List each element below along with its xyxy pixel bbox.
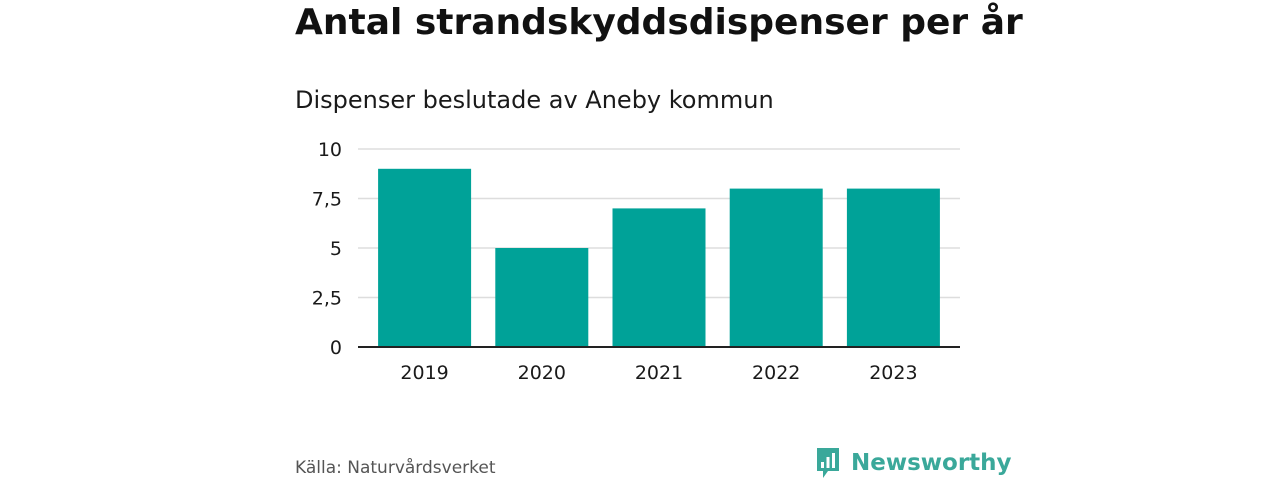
y-tick-label: 5 (330, 238, 342, 260)
bar (612, 208, 706, 347)
y-tick-label: 10 (318, 139, 342, 161)
bar (846, 188, 940, 347)
x-tick-label: 2022 (752, 362, 800, 384)
source-note: Källa: Naturvårdsverket (295, 458, 496, 478)
bar (495, 248, 589, 347)
bar (729, 188, 823, 347)
y-tick-label: 0 (330, 337, 342, 359)
chart-subtitle: Dispenser beslutade av Aneby kommun (295, 86, 774, 114)
x-tick-label: 2020 (518, 362, 566, 384)
chart-title: Antal strandskyddsdispenser per år (295, 2, 1023, 43)
x-tick-label: 2023 (869, 362, 917, 384)
x-tick-label: 2021 (635, 362, 683, 384)
bar (378, 168, 472, 347)
y-tick-label: 2,5 (312, 288, 342, 310)
y-tick-label: 7,5 (312, 189, 342, 211)
x-tick-label: 2019 (400, 362, 448, 384)
brand-logo: Newsworthy (815, 446, 1012, 480)
brand-name: Newsworthy (851, 450, 1012, 476)
newsworthy-logo-icon (817, 448, 839, 478)
